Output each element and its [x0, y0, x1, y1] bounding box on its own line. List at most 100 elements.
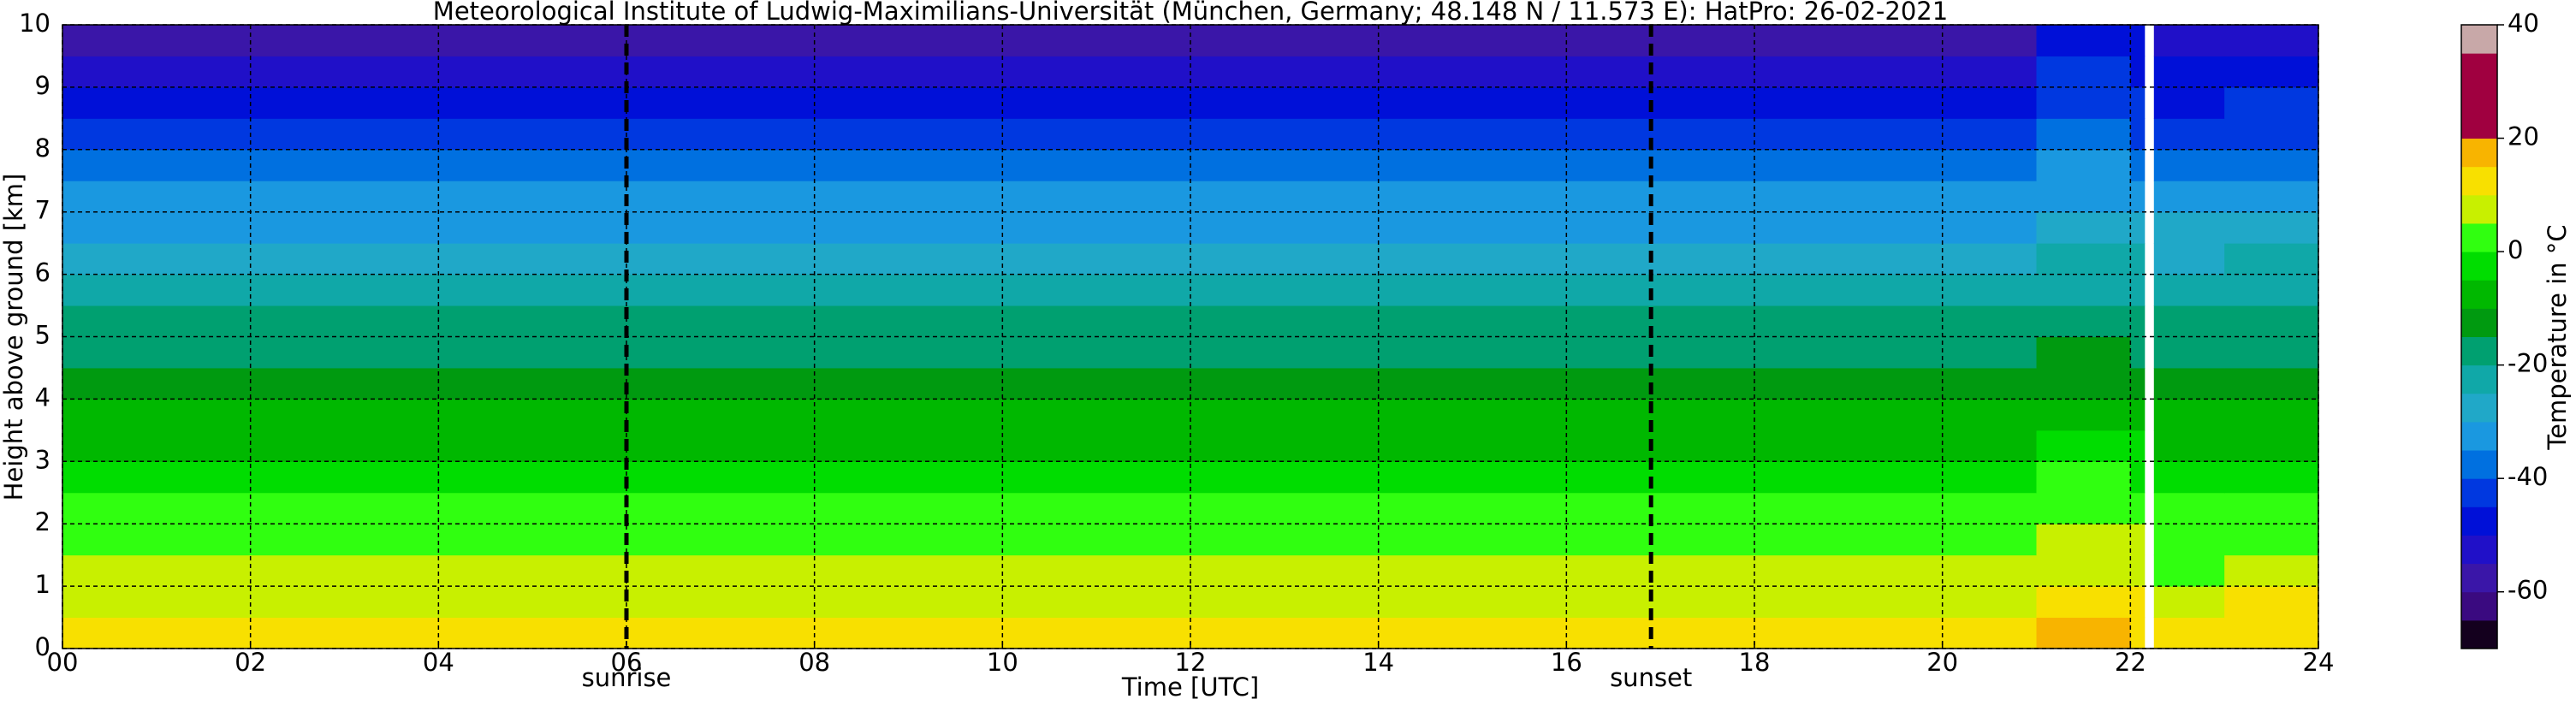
heatmap-cell	[1754, 524, 2037, 556]
heatmap-cell	[2153, 336, 2225, 369]
heatmap-cell	[626, 86, 1191, 119]
heatmap-cell	[2130, 305, 2146, 337]
colorbar-segment	[2461, 393, 2497, 423]
heatmap-cell	[62, 149, 627, 181]
heatmap-cell	[2036, 367, 2131, 400]
heatmap-cell	[626, 149, 1191, 181]
heatmap-cell	[2153, 554, 2225, 587]
heatmap-cell	[1190, 554, 1755, 587]
heatmap-cell	[1754, 181, 2037, 213]
heatmap-cell	[1190, 25, 1755, 56]
heatmap-cell	[626, 367, 1191, 400]
heatmap-cell	[2036, 430, 2131, 462]
heatmap-cell	[1754, 399, 2037, 431]
heatmap-cell	[2224, 305, 2319, 337]
heatmap-cell	[1190, 586, 1755, 619]
colorbar-segment	[2461, 252, 2497, 281]
heatmap-cell	[1190, 461, 1755, 494]
x-tick-label: 02	[234, 648, 266, 677]
heatmap-cell	[62, 399, 627, 431]
heatmap-cell	[626, 586, 1191, 619]
heatmap-cell	[1754, 305, 2037, 337]
x-tick-label: 22	[2115, 648, 2146, 677]
heatmap-cell	[1190, 305, 1755, 337]
x-tick-label: 04	[423, 648, 454, 677]
colorbar-segment	[2461, 450, 2497, 479]
heatmap-cell	[2036, 305, 2131, 337]
heatmap-cell	[2224, 118, 2319, 151]
heatmap-cell	[626, 25, 1191, 56]
heatmap-cell	[62, 118, 627, 151]
heatmap-cell	[2130, 243, 2146, 275]
colorbar-tick-label: -40	[2508, 462, 2548, 491]
colorbar-segment	[2461, 591, 2497, 621]
y-tick-label: 7	[35, 196, 50, 225]
colorbar-segment	[2461, 222, 2497, 252]
heatmap-cell	[62, 617, 627, 649]
colorbar-frame	[2460, 24, 2498, 649]
y-tick-label: 6	[35, 258, 50, 287]
heatmap-cell	[2036, 149, 2131, 181]
heatmap-cell	[2036, 524, 2131, 556]
heatmap-cell	[1754, 492, 2037, 524]
heatmap-cell	[2036, 492, 2131, 524]
heatmap-cell	[62, 86, 627, 119]
heatmap-cell	[1190, 181, 1755, 213]
heatmap-cell	[1754, 211, 2037, 244]
heatmap-cell	[2036, 243, 2131, 275]
heatmap-cell	[2130, 554, 2146, 587]
heatmap-cell	[2130, 430, 2146, 462]
x-tick-label: 06	[611, 648, 643, 677]
colorbar-segment	[2461, 110, 2497, 139]
heatmap-cell	[1754, 25, 2037, 56]
y-tick-label: 2	[35, 507, 50, 536]
heatmap-cell	[2224, 25, 2319, 56]
heatmap-cell	[2224, 211, 2319, 244]
plot-frame	[62, 24, 2319, 649]
heatmap-cell	[626, 243, 1191, 275]
heatmap-cell	[1754, 149, 2037, 181]
heatmap-cell	[1190, 118, 1755, 151]
heatmap-cell	[1754, 118, 2037, 151]
colorbar-tick-label: 40	[2508, 9, 2539, 38]
heatmap-cell	[2224, 56, 2319, 88]
heatmap-cell	[2036, 586, 2131, 619]
y-tick-label: 1	[35, 570, 50, 599]
y-tick-label: 3	[35, 445, 50, 474]
x-tick-label: 18	[1739, 648, 1771, 677]
heatmap-cell	[1190, 86, 1755, 119]
heatmap-cell	[1190, 149, 1755, 181]
heatmap-cell	[2153, 524, 2225, 556]
heatmap-cell	[2130, 211, 2146, 244]
heatmap-cell	[2224, 149, 2319, 181]
heatmap-cell	[1190, 367, 1755, 400]
x-axis-label: Time [UTC]	[1121, 672, 1259, 702]
heatmap-cell	[2036, 617, 2131, 649]
heatmap-cell	[62, 461, 627, 494]
heatmap-cell	[2224, 461, 2319, 494]
heatmap-cell	[1190, 56, 1755, 88]
heatmap-cell	[2130, 118, 2146, 151]
heatmap-cell	[62, 492, 627, 524]
x-tick-label: 14	[1362, 648, 1394, 677]
y-tick-label: 9	[35, 71, 50, 100]
heatmap-cell	[2153, 367, 2225, 400]
heatmap-cell	[2130, 86, 2146, 119]
colorbar-tick-label: -60	[2508, 576, 2548, 605]
heatmap-cell	[2224, 524, 2319, 556]
x-tick-label: 08	[798, 648, 830, 677]
colorbar-segment	[2461, 280, 2497, 309]
heatmap-cell	[2153, 586, 2225, 619]
heatmap-cell	[2036, 274, 2131, 306]
heatmap-cell	[2153, 305, 2225, 337]
heatmap-cell	[2130, 367, 2146, 400]
heatmap-cell	[626, 524, 1191, 556]
heatmap-cell	[2130, 181, 2146, 213]
heatmap-cell	[1190, 617, 1755, 649]
heatmap-cell	[2224, 430, 2319, 462]
heatmap-cell	[62, 274, 627, 306]
colorbar-segment	[2461, 478, 2497, 507]
heatmap-cell	[2036, 118, 2131, 151]
heatmap-cell	[2036, 554, 2131, 587]
